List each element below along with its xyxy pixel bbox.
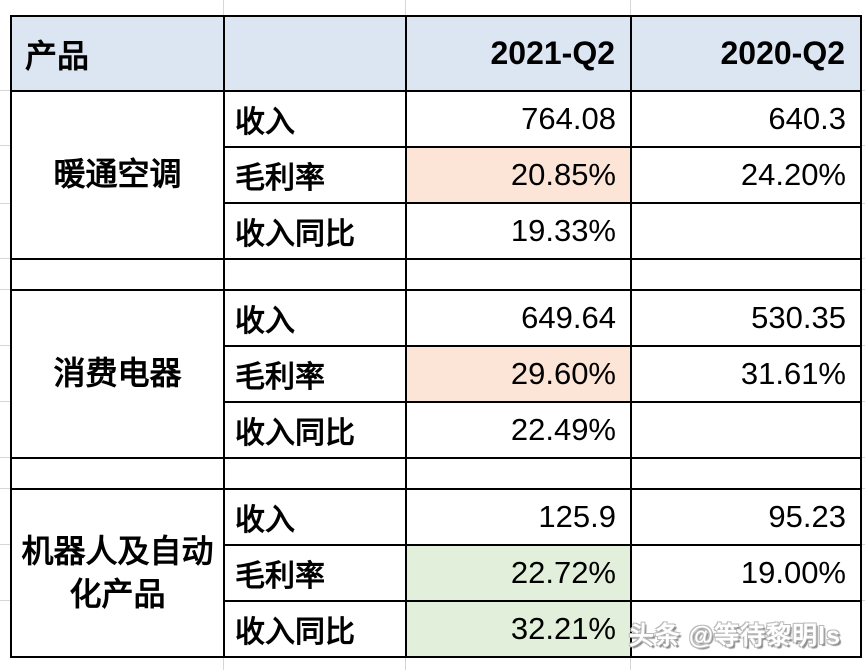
metric-label-cell: 收入 — [223, 289, 407, 347]
metric-label-cell: 毛利率 — [223, 146, 407, 204]
table-row: 收入同比 32.21% — [11, 600, 862, 658]
gridline-stub — [0, 544, 10, 545]
gridline-stub — [0, 401, 10, 402]
value-2020-cell — [630, 401, 862, 459]
table-row: 收入同比 22.49% — [11, 401, 862, 459]
metric-label-cell: 收入同比 — [223, 401, 407, 459]
gridline-stub — [405, 0, 406, 15]
product-financials-table: 产品 2021-Q2 2020-Q2 暖通空调 收入 764.08 640.3 … — [10, 15, 862, 658]
header-cell-product: 产品 — [10, 15, 225, 92]
table-row: 消费电器 收入 649.64 530.35 — [10, 289, 862, 459]
metric-label-cell: 收入 — [223, 90, 407, 148]
gridline-stub — [0, 90, 10, 91]
spacer-cell — [405, 457, 632, 490]
gridline-stub — [0, 145, 10, 146]
spacer-cell — [10, 457, 225, 490]
gridline-stub — [0, 457, 10, 458]
value-2021-cell: 649.64 — [405, 289, 632, 347]
metric-label-cell: 毛利率 — [223, 345, 407, 403]
gridline-stub — [860, 203, 865, 204]
gridline-stub — [860, 145, 865, 146]
value-2020-cell: 19.00% — [630, 544, 862, 602]
toutiao-watermark: 头条 @等待黎明ls — [628, 622, 841, 650]
gridline-stub — [0, 289, 10, 290]
value-2021-cell: 125.9 — [405, 488, 632, 546]
value-2021-cell: 22.72% — [405, 544, 632, 602]
spacer-cell — [630, 457, 862, 490]
value-2021-cell: 19.33% — [405, 202, 632, 260]
table-row: 毛利率 22.72% 19.00% — [11, 544, 862, 602]
spacer-row — [10, 457, 862, 490]
gridline-stub — [223, 0, 224, 15]
product-name-cell: 机器人及自动化产品 — [10, 488, 225, 658]
value-2020-cell: 24.20% — [630, 146, 862, 204]
gridline-stub — [860, 401, 865, 402]
value-2021-cell: 29.60% — [405, 345, 632, 403]
gridline-stub — [860, 457, 865, 458]
gridline-stub — [0, 258, 10, 259]
value-2020-cell — [630, 202, 862, 260]
value-2021-cell: 764.08 — [405, 90, 632, 148]
value-2021-cell: 20.85% — [405, 146, 632, 204]
value-2020-cell: 31.61% — [630, 345, 862, 403]
value-2021-cell: 22.49% — [405, 401, 632, 459]
gridline-stub — [860, 258, 865, 259]
gridline-stub — [405, 656, 406, 670]
metric-label-cell: 毛利率 — [223, 544, 407, 602]
metric-label-cell: 收入同比 — [223, 202, 407, 260]
gridline-stub — [0, 203, 10, 204]
spacer-cell — [630, 258, 862, 291]
header-row: 产品 2021-Q2 2020-Q2 — [10, 15, 862, 92]
value-2020-cell: 95.23 — [630, 488, 862, 546]
product-name-cell: 消费电器 — [10, 289, 225, 459]
gridline-stub — [860, 600, 865, 601]
gridline-stub — [0, 600, 10, 601]
gridline-stub — [860, 544, 865, 545]
spacer-cell — [10, 258, 225, 291]
gridline-stub — [860, 289, 865, 290]
gridline-stub — [630, 656, 631, 670]
value-2021-cell: 32.21% — [405, 600, 632, 658]
gridline-stub — [860, 488, 865, 489]
spacer-row — [10, 258, 862, 291]
table-row: 收入同比 19.33% — [11, 202, 862, 260]
metric-label-cell: 收入同比 — [223, 600, 407, 658]
value-2020-cell: 640.3 — [630, 90, 862, 148]
header-cell-2021-q2: 2021-Q2 — [405, 15, 632, 92]
value-2020-cell — [630, 600, 862, 658]
table-row: 暖通空调 收入 764.08 640.3 — [10, 90, 862, 260]
table-row: 机器人及自动化产品 收入 125.9 95.23 — [10, 488, 862, 658]
gridline-stub — [860, 90, 865, 91]
gridline-stub — [860, 345, 865, 346]
table-row: 毛利率 29.60% 31.61% — [11, 345, 862, 403]
spacer-cell — [223, 457, 407, 490]
gridline-stub — [630, 0, 631, 15]
table-row: 毛利率 20.85% 24.20% — [11, 146, 862, 204]
gridline-stub — [0, 345, 10, 346]
product-name-cell: 暖通空调 — [10, 90, 225, 260]
spacer-cell — [405, 258, 632, 291]
header-cell-2020-q2: 2020-Q2 — [630, 15, 862, 92]
gridline-stub — [223, 656, 224, 670]
gridline-stub — [0, 488, 10, 489]
metric-label-cell: 收入 — [223, 488, 407, 546]
spacer-cell — [223, 258, 407, 291]
header-cell-blank — [223, 15, 407, 92]
value-2020-cell: 530.35 — [630, 289, 862, 347]
